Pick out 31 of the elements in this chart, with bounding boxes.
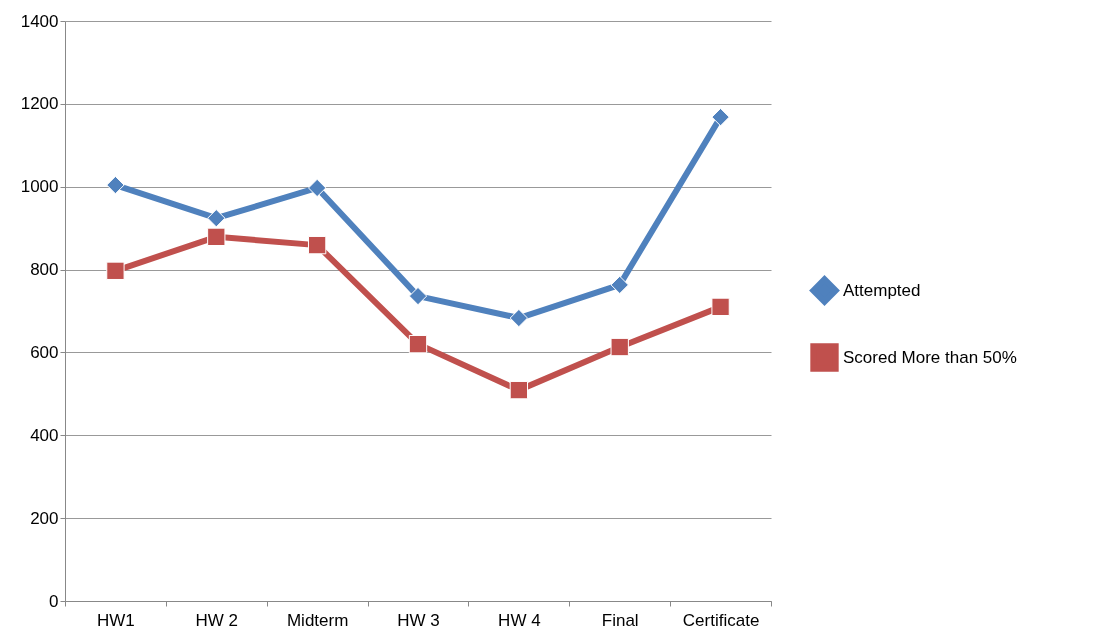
point: [207, 209, 226, 228]
point: [106, 261, 125, 280]
point: [106, 175, 125, 195]
point: [307, 178, 327, 198]
legend-label: Scored More than 50%: [843, 347, 1017, 367]
point: [610, 337, 629, 357]
point: [711, 107, 730, 127]
y-tick-label: 600: [30, 342, 59, 362]
x-tick-label: Certificate: [682, 610, 760, 630]
x-tick-label: HW1: [97, 610, 135, 630]
x-tick-label: HW 3: [397, 610, 440, 630]
point: [711, 297, 730, 317]
point: [509, 380, 529, 400]
point: [307, 235, 327, 255]
x-tick-label: HW 2: [195, 610, 239, 630]
legend-label: Attempted: [843, 280, 921, 300]
y-tick-label: 400: [30, 425, 59, 445]
y-tick-label: 800: [30, 260, 59, 280]
point: [207, 227, 226, 246]
y-tick-label: 200: [30, 508, 59, 528]
y-tick-label: 1400: [20, 11, 59, 31]
x-tick-label: HW 4: [498, 610, 541, 630]
point: [610, 275, 629, 295]
y-tick-label: 1000: [20, 177, 59, 197]
point: [408, 334, 428, 354]
x-tick-label: Midterm: [286, 610, 349, 630]
x-tick-label: Final: [601, 610, 639, 630]
point: [509, 308, 529, 328]
point: [408, 286, 428, 306]
y-tick-label: 0: [49, 591, 59, 611]
y-tick-label: 1200: [20, 94, 59, 114]
